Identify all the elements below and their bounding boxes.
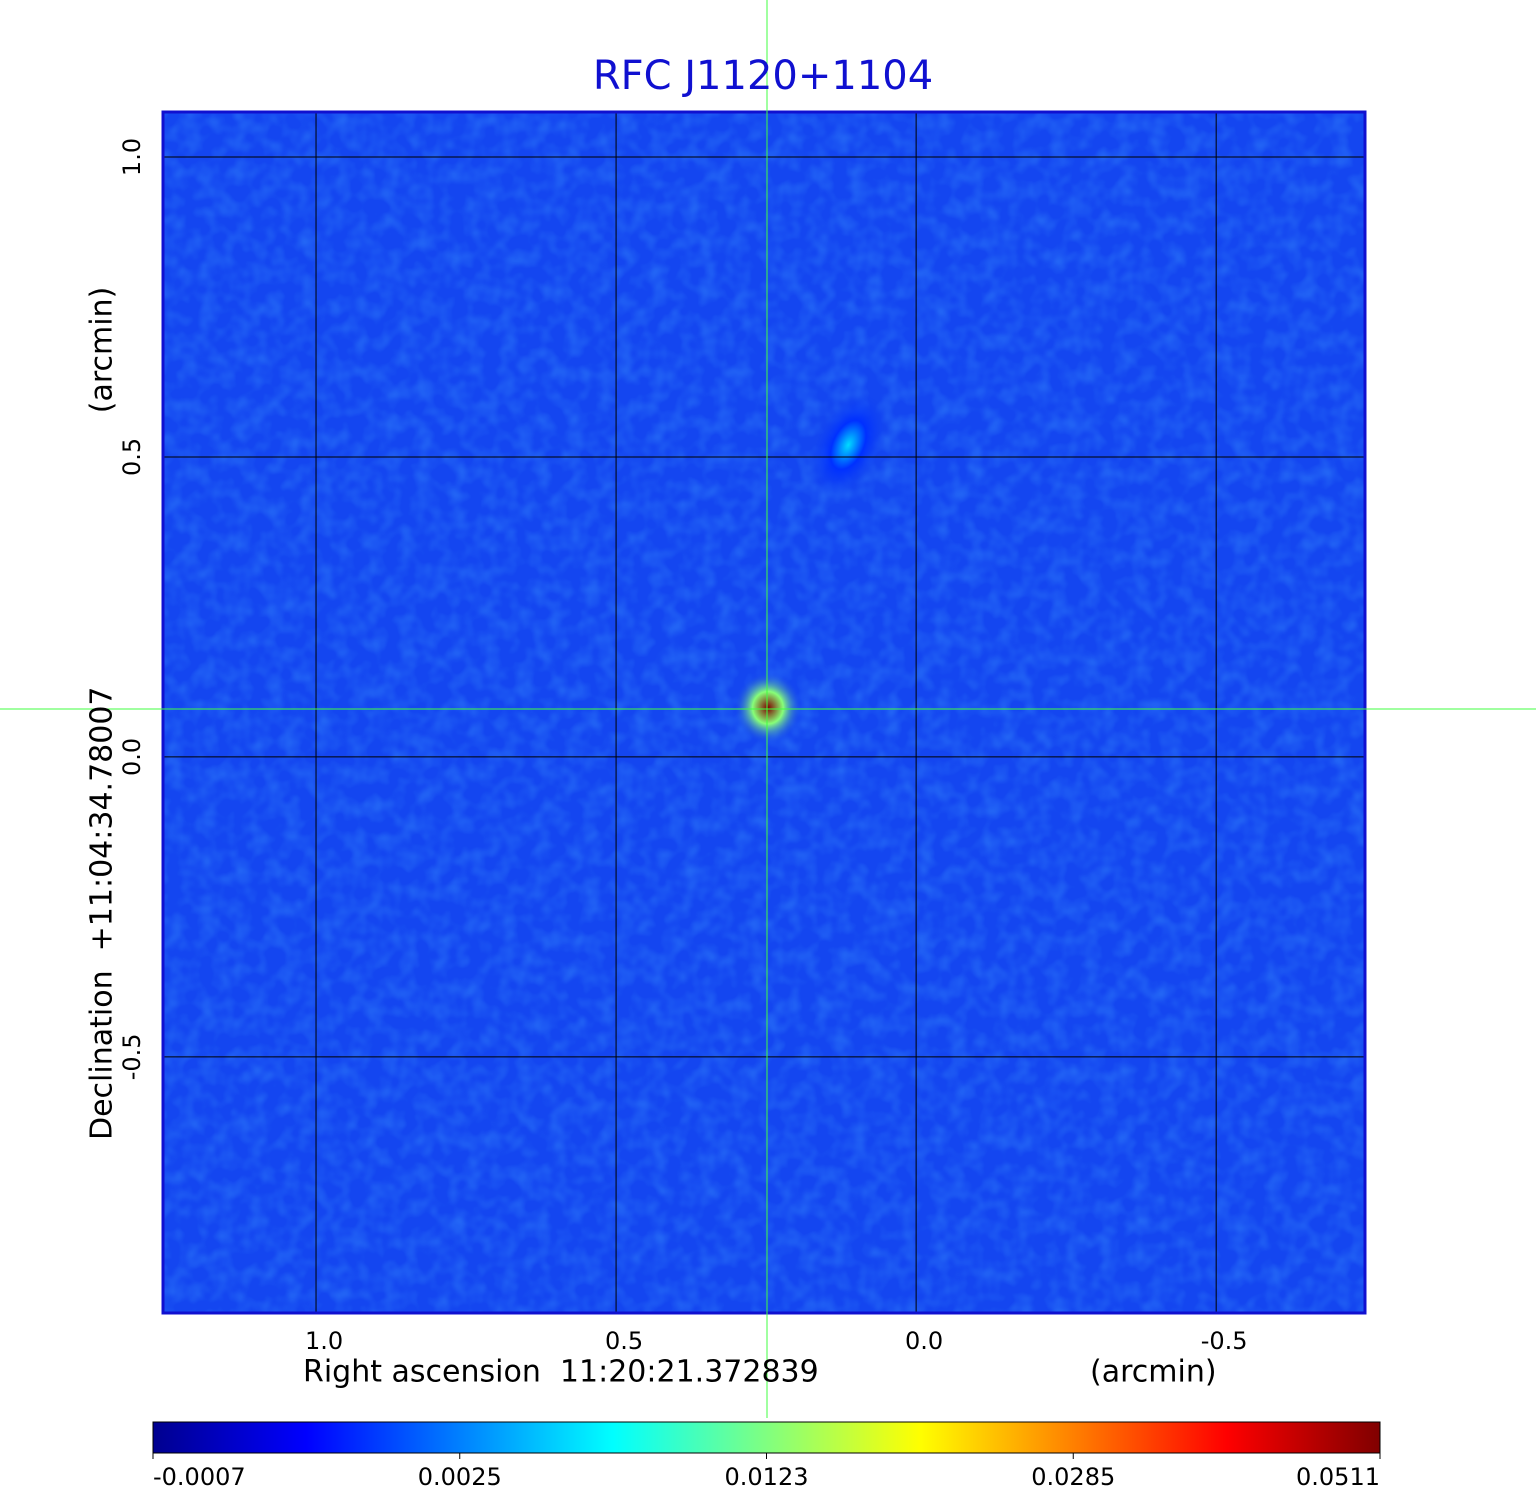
colorbar [152, 1421, 1381, 1454]
colorbar-tick-label: 0.0285 [1031, 1463, 1115, 1491]
colorbar-tick-label: 0.0511 [1296, 1463, 1380, 1491]
source [733, 671, 802, 744]
y-tick-label: 0.0 [118, 738, 146, 776]
y-tick-label: 1.0 [118, 138, 146, 176]
x-axis-unit: (arcmin) [1090, 1355, 1217, 1390]
y-axis-label: Declination +11:04:34.78007 [85, 686, 120, 1140]
y-tick-label: -0.5 [118, 1033, 146, 1080]
x-tick-label: 0.5 [605, 1327, 643, 1355]
x-axis-label: Right ascension 11:20:21.372839 [303, 1355, 819, 1390]
x-tick-label: 1.0 [305, 1327, 343, 1355]
colorbar-tick-label: -0.0007 [153, 1463, 246, 1491]
colorbar-tick-label: 0.0123 [725, 1463, 809, 1491]
source [808, 390, 888, 500]
colorbar-tick-label: 0.0025 [418, 1463, 502, 1491]
x-tick-label: 0.0 [905, 1327, 943, 1355]
x-tick-label: -0.5 [1201, 1327, 1248, 1355]
y-axis-unit: (arcmin) [85, 287, 120, 414]
plot-frame [161, 110, 1367, 1315]
y-tick-label: 0.5 [118, 438, 146, 476]
chart-title: RFC J1120+1104 [593, 53, 933, 99]
